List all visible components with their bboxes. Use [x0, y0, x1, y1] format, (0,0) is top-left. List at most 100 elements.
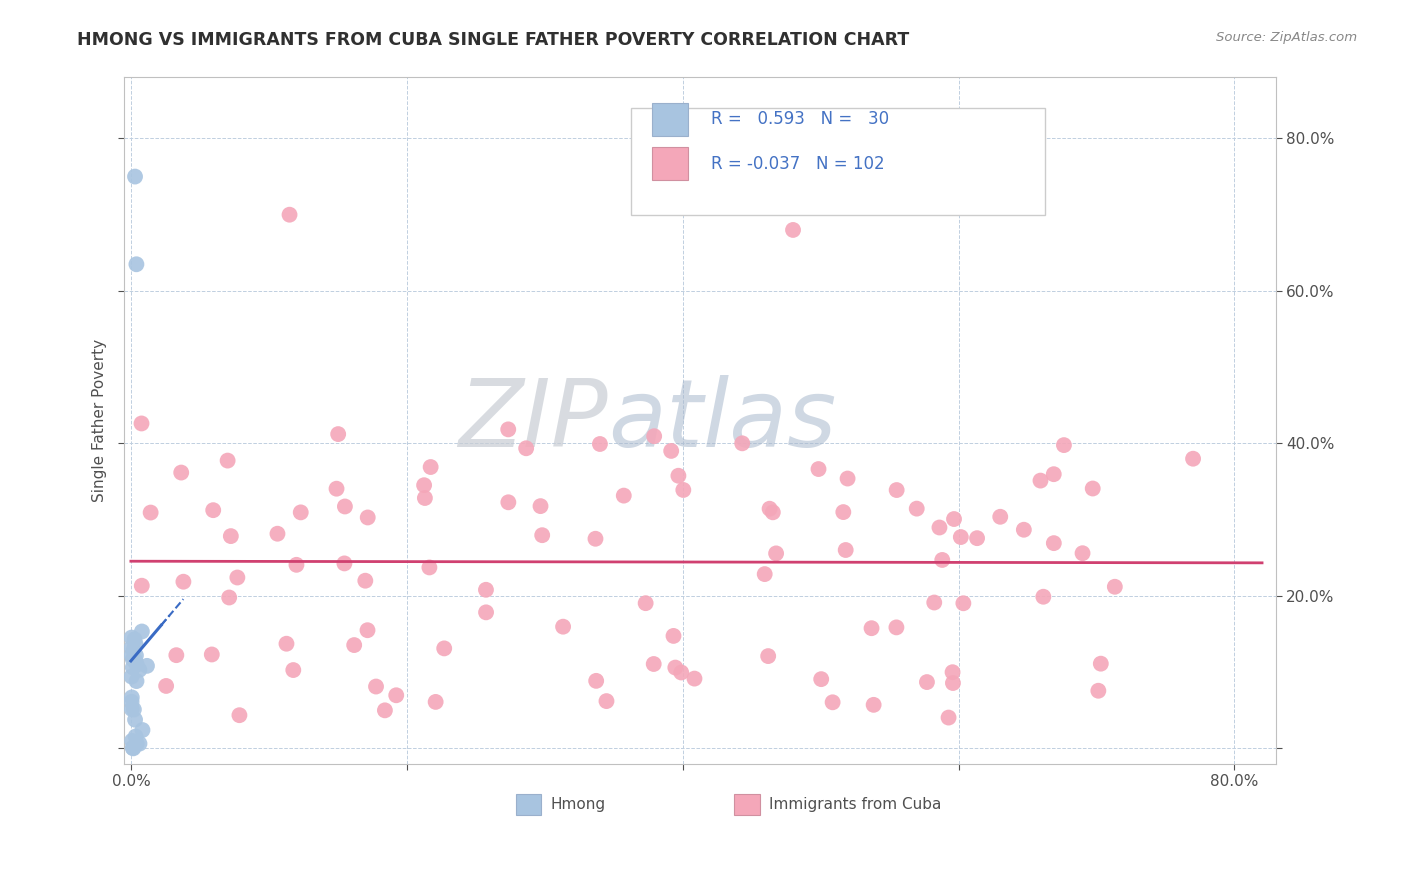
- Point: [121, 640, 143, 655]
- Point: [217, 453, 239, 467]
- Point: [1071, 546, 1094, 560]
- Point: [731, 436, 754, 450]
- Point: [172, 574, 194, 589]
- Point: [668, 468, 690, 483]
- Point: [202, 503, 225, 517]
- Point: [121, 702, 143, 716]
- Point: [125, 648, 148, 663]
- Point: [374, 703, 396, 717]
- Point: [551, 620, 574, 634]
- Point: [837, 471, 859, 485]
- Point: [125, 257, 148, 271]
- Point: [219, 529, 242, 543]
- Point: [121, 631, 143, 645]
- Point: [662, 629, 685, 643]
- Point: [1081, 482, 1104, 496]
- Point: [498, 495, 520, 509]
- Point: [413, 478, 436, 492]
- Text: atlas: atlas: [607, 376, 837, 467]
- Bar: [651, 103, 689, 136]
- Point: [952, 596, 974, 610]
- Point: [475, 605, 498, 619]
- Point: [1012, 523, 1035, 537]
- Point: [585, 673, 607, 688]
- Text: R =   0.593   N =   30: R = 0.593 N = 30: [711, 111, 890, 128]
- FancyBboxPatch shape: [631, 108, 1046, 215]
- Point: [782, 223, 804, 237]
- Point: [433, 641, 456, 656]
- Point: [683, 672, 706, 686]
- Point: [915, 675, 938, 690]
- Point: [276, 637, 298, 651]
- Point: [364, 680, 387, 694]
- Text: R = -0.037   N = 102: R = -0.037 N = 102: [711, 155, 884, 173]
- Point: [922, 595, 945, 609]
- Point: [595, 694, 617, 708]
- Point: [941, 665, 963, 680]
- Bar: [734, 794, 759, 814]
- Point: [385, 688, 408, 702]
- Point: [765, 546, 787, 560]
- Point: [124, 169, 146, 184]
- Bar: [516, 794, 541, 814]
- Point: [807, 462, 830, 476]
- Text: HMONG VS IMMIGRANTS FROM CUBA SINGLE FATHER POVERTY CORRELATION CHART: HMONG VS IMMIGRANTS FROM CUBA SINGLE FAT…: [77, 31, 910, 49]
- Point: [886, 620, 908, 634]
- Point: [165, 648, 187, 663]
- Point: [201, 648, 224, 662]
- Point: [1087, 683, 1109, 698]
- Point: [758, 501, 780, 516]
- Text: Immigrants from Cuba: Immigrants from Cuba: [769, 797, 942, 812]
- Y-axis label: Single Father Poverty: Single Father Poverty: [93, 339, 107, 502]
- Point: [128, 663, 150, 677]
- Point: [988, 509, 1011, 524]
- Point: [170, 466, 193, 480]
- Point: [659, 444, 682, 458]
- Point: [290, 505, 312, 519]
- Point: [125, 657, 148, 672]
- Point: [122, 741, 145, 756]
- Point: [672, 483, 695, 497]
- Point: [589, 437, 612, 451]
- Point: [343, 638, 366, 652]
- Bar: [651, 147, 689, 180]
- Point: [1043, 536, 1066, 550]
- Point: [125, 674, 148, 689]
- Point: [136, 658, 159, 673]
- Point: [413, 491, 436, 505]
- Text: Hmong: Hmong: [550, 797, 606, 812]
- Point: [121, 734, 143, 748]
- Point: [821, 695, 844, 709]
- Point: [357, 510, 380, 524]
- Point: [643, 657, 665, 671]
- Point: [121, 669, 143, 683]
- Point: [756, 649, 779, 664]
- Point: [862, 698, 884, 712]
- Point: [643, 429, 665, 443]
- Point: [585, 532, 607, 546]
- Text: ZIP: ZIP: [458, 376, 607, 467]
- Point: [515, 442, 537, 456]
- Point: [529, 499, 551, 513]
- Point: [886, 483, 908, 497]
- Point: [283, 663, 305, 677]
- Text: Source: ZipAtlas.com: Source: ZipAtlas.com: [1216, 31, 1357, 45]
- Point: [1053, 438, 1076, 452]
- Point: [121, 740, 143, 755]
- Point: [333, 557, 356, 571]
- Point: [1090, 657, 1112, 671]
- Point: [218, 591, 240, 605]
- Point: [634, 596, 657, 610]
- Point: [425, 695, 447, 709]
- Point: [671, 665, 693, 680]
- Point: [531, 528, 554, 542]
- Point: [131, 723, 153, 737]
- Point: [325, 482, 347, 496]
- Point: [1029, 474, 1052, 488]
- Point: [328, 427, 350, 442]
- Point: [124, 632, 146, 647]
- Point: [124, 730, 146, 744]
- Point: [834, 543, 856, 558]
- Point: [613, 489, 636, 503]
- Point: [226, 570, 249, 584]
